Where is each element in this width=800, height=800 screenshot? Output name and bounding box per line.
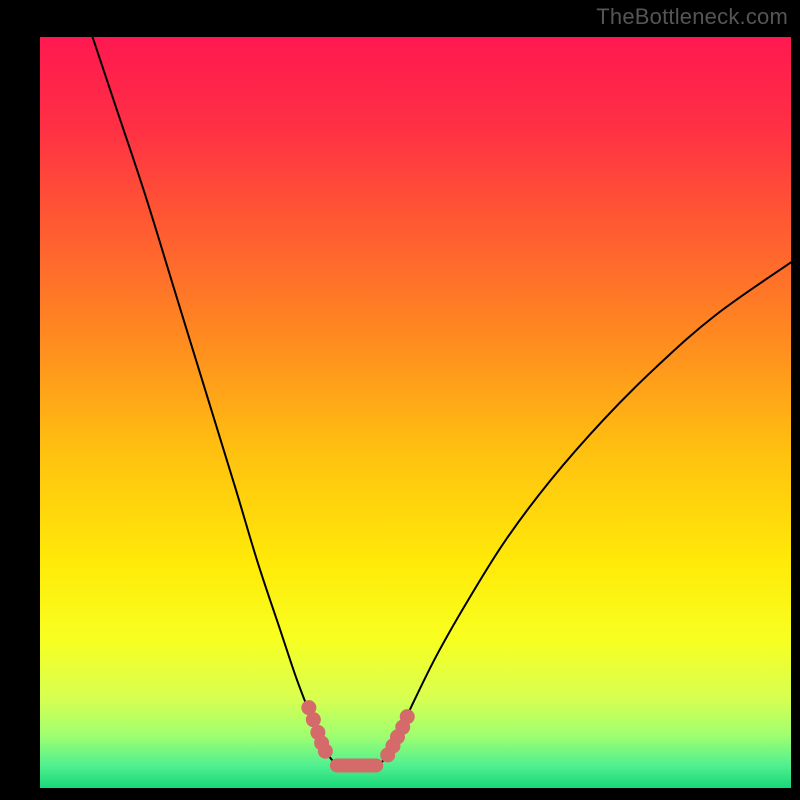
watermark: TheBottleneck.com (596, 4, 788, 30)
bottleneck-chart (0, 0, 800, 800)
highlight-dot (306, 712, 321, 727)
plot-background (40, 37, 791, 788)
chart-wrapper: TheBottleneck.com (0, 0, 800, 800)
highlight-dot (400, 709, 415, 724)
highlight-floor-capsule (330, 758, 383, 772)
highlight-dot (318, 744, 333, 759)
